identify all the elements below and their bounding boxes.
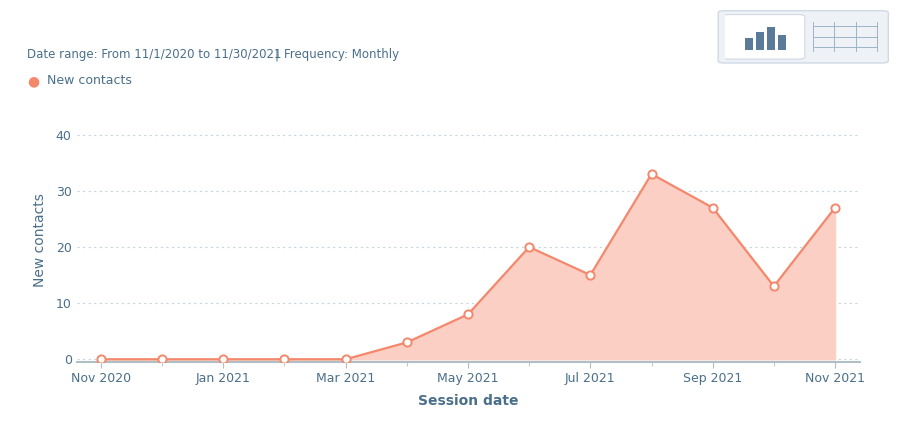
- Point: [461, 311, 475, 318]
- FancyBboxPatch shape: [723, 15, 805, 59]
- Point: [216, 356, 230, 362]
- Y-axis label: New contacts: New contacts: [33, 193, 48, 287]
- Bar: [744, 38, 753, 51]
- Text: Frequency: Monthly: Frequency: Monthly: [284, 48, 399, 61]
- Point: [94, 356, 108, 362]
- Point: [767, 283, 781, 290]
- Bar: [767, 27, 776, 51]
- Point: [277, 356, 292, 362]
- Point: [828, 204, 842, 211]
- Point: [706, 204, 720, 211]
- Text: |: |: [274, 48, 278, 61]
- Point: [522, 244, 536, 250]
- Bar: [778, 35, 787, 51]
- FancyBboxPatch shape: [718, 11, 888, 63]
- Point: [583, 272, 598, 278]
- Point: [155, 356, 169, 362]
- Point: [644, 171, 659, 177]
- X-axis label: Session date: Session date: [418, 394, 518, 408]
- Text: New contacts: New contacts: [47, 75, 131, 87]
- Bar: [755, 32, 764, 51]
- Point: [338, 356, 353, 362]
- Point: [400, 339, 414, 346]
- Text: ●: ●: [27, 74, 39, 88]
- Text: Date range: From 11/1/2020 to 11/30/2021: Date range: From 11/1/2020 to 11/30/2021: [27, 48, 282, 61]
